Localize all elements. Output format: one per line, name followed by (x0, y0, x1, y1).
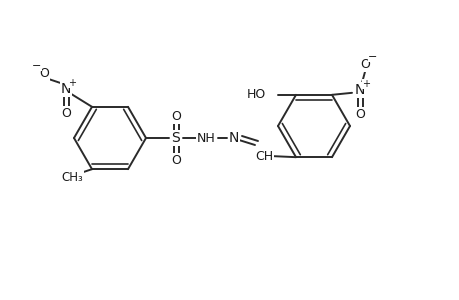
Text: N: N (228, 131, 239, 145)
Text: O: O (61, 107, 71, 120)
Text: HO: HO (246, 88, 265, 101)
Text: −: − (368, 52, 377, 62)
Text: O: O (171, 110, 180, 122)
Text: +: + (68, 78, 76, 88)
Text: O: O (354, 108, 364, 121)
Text: +: + (361, 79, 369, 89)
Text: CH₃: CH₃ (61, 171, 83, 184)
Text: NH: NH (196, 131, 215, 145)
Text: O: O (39, 67, 49, 80)
Text: N: N (354, 83, 364, 97)
Text: N: N (61, 82, 71, 96)
Text: O: O (171, 154, 180, 166)
Text: S: S (171, 131, 180, 145)
Text: CH: CH (254, 149, 273, 163)
Text: O: O (359, 58, 369, 71)
Text: −: − (32, 61, 42, 71)
